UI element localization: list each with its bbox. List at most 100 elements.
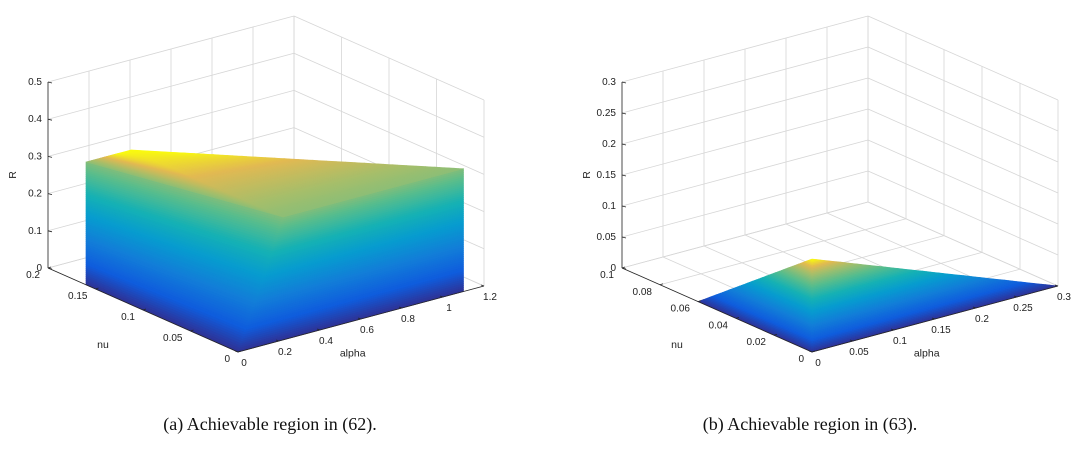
chart-a-z-tick-label: 0 xyxy=(36,263,42,274)
chart-b-z-tick-label: 0.05 xyxy=(597,232,617,243)
chart-a-x-tick xyxy=(234,350,239,353)
chart-a-x-tick xyxy=(357,317,362,320)
chart-b-y-tick-label: 0.1 xyxy=(600,270,614,281)
chart-b-z-axis-label: R xyxy=(581,171,593,179)
chart-b-y-tick-label: 0.02 xyxy=(747,337,767,348)
chart-b-gridline xyxy=(867,201,1059,287)
chart-b-x-tick-label: 0.25 xyxy=(1013,303,1033,314)
chart-a-x-tick xyxy=(316,328,321,331)
chart-a-gridline xyxy=(293,52,485,138)
chart-b-z-tick xyxy=(621,174,627,177)
chart-b-x-tick xyxy=(849,339,854,342)
chart-b-y-tick xyxy=(811,350,816,353)
chart-a-y-tick xyxy=(190,329,194,332)
chart-b-gridline xyxy=(867,170,1059,256)
chart-b-y-tick xyxy=(735,317,740,319)
chart-a-x-tick xyxy=(275,339,280,342)
chart-b-x-tick-label: 0.15 xyxy=(931,325,951,336)
chart-b-y-tick-label: 0.08 xyxy=(633,287,653,298)
chart-b-x-tick-label: 0 xyxy=(815,358,821,369)
chart-a-y-tick-label: 0.2 xyxy=(26,270,40,281)
chart-a-z-tick-label: 0.1 xyxy=(28,226,42,237)
chart-a-x-tick xyxy=(439,295,444,298)
chart-b-gridline xyxy=(621,139,869,207)
chart-a-x-tick-label: 0 xyxy=(241,358,247,369)
chart-b-z-tick xyxy=(621,205,627,208)
chart-b-z-tick-label: 0.15 xyxy=(597,170,617,181)
chart-a-x-tick-label: 0.6 xyxy=(360,325,374,336)
chart-a-z-tick-label: 0.4 xyxy=(28,114,42,125)
chart-b-z-tick xyxy=(621,267,627,270)
chart-a-z-tick xyxy=(47,118,53,121)
chart-a-z-axis-label: R xyxy=(7,171,19,179)
chart-a-gridline xyxy=(293,90,485,175)
chart-b-z-tick xyxy=(621,236,627,239)
chart-b-z-tick-label: 0.25 xyxy=(597,108,617,119)
chart-a-gridline xyxy=(293,15,485,101)
chart-a-x-tick-label: 1.2 xyxy=(483,292,497,303)
chart-b-x-tick xyxy=(1013,295,1018,298)
chart-b-gridline xyxy=(867,77,1059,163)
chart-b-surface xyxy=(697,258,1059,353)
caption-a: (a) Achievable region in (62). xyxy=(163,414,377,434)
chart-b-x-axis-label: alpha xyxy=(914,347,940,359)
chart-b-x-tick xyxy=(890,328,895,331)
chart-a-gridline xyxy=(47,52,295,120)
chart-b-y-tick xyxy=(697,300,702,302)
chart-b-gridline xyxy=(659,218,907,286)
chart-b-gridline xyxy=(621,170,869,238)
chart-b-3d-surface: 0 0.05 0.1 0.15 0.2 0.25 0.3 0 0.02 0.04 0.06 0.08 0… xyxy=(581,15,1071,369)
chart-a-z-tick-label: 0.3 xyxy=(28,151,42,162)
chart-b-x-tick xyxy=(1054,284,1059,287)
chart-b-z-tick xyxy=(621,81,627,84)
chart-b-y-tick-label: 0 xyxy=(798,354,804,365)
chart-a-z-tick xyxy=(47,267,53,270)
chart-a-x-tick-label: 0.4 xyxy=(319,336,333,347)
chart-a-x-tick-label: 0.2 xyxy=(278,347,292,358)
chart-a-y-axis-label: nu xyxy=(97,339,109,351)
chart-a-x-tick xyxy=(398,306,403,309)
chart-a-z-tick-label: 0.2 xyxy=(28,189,42,200)
chart-a-z-tick xyxy=(47,230,53,233)
chart-b-y-tick xyxy=(659,283,664,286)
chart-b-x-tick-label: 0.3 xyxy=(1057,292,1071,303)
chart-b-axes xyxy=(621,81,1059,353)
chart-panel-a: 0 0.2 0.4 0.6 0.8 1 1.2 0 0.05 0.1 0.15 0.2 0 0.1 0.2 0… xyxy=(7,15,497,434)
chart-b-gridline xyxy=(621,201,869,269)
chart-a-y-tick xyxy=(237,350,242,353)
chart-panel-b: 0 0.05 0.1 0.15 0.2 0.25 0.3 0 0.02 0.04 0.06 0.08 0… xyxy=(540,0,1080,456)
chart-a-z-tick-label: 0.5 xyxy=(28,77,42,88)
chart-b-gridline xyxy=(867,139,1059,225)
chart-b-x-tick-label: 0.05 xyxy=(849,347,869,358)
chart-b-z-tick-label: 0 xyxy=(610,263,616,274)
chart-b-gridline xyxy=(867,108,1059,194)
chart-b-x-tick xyxy=(931,317,936,320)
chart-b-x-tick xyxy=(972,306,977,309)
chart-b-y-tick-label: 0.04 xyxy=(709,320,729,331)
chart-b-z-tick xyxy=(621,143,627,146)
caption-b: (b) Achievable region in (63). xyxy=(702,414,918,434)
chart-b-x-tick xyxy=(808,350,813,353)
chart-b-surface-face xyxy=(809,258,817,261)
chart-a-axes xyxy=(47,81,485,353)
chart-a-surface-top xyxy=(116,149,186,154)
chart-a-y-tick-label: 0.05 xyxy=(163,333,183,344)
chart-a-z-tick xyxy=(47,156,53,158)
chart-b-z-tick-label: 0.2 xyxy=(602,139,616,150)
chart-b-x-tick-label: 0.2 xyxy=(975,314,989,325)
chart-b-z-tick-label: 0.3 xyxy=(602,77,616,88)
chart-a-y-tick-label: 0.15 xyxy=(68,291,88,302)
chart-a-gridline xyxy=(47,90,295,157)
chart-b-x-tick-label: 0.1 xyxy=(893,336,907,347)
chart-a-x-tick-label: 0.8 xyxy=(401,314,415,325)
chart-b-gridline xyxy=(867,46,1059,132)
chart-b-gridline xyxy=(621,108,869,176)
chart-b-y-tick-label: 0.06 xyxy=(671,304,691,315)
chart-b-gridline xyxy=(621,15,869,83)
chart-b-y-axis-line xyxy=(621,267,813,353)
chart-b-gridline xyxy=(867,15,1059,101)
chart-a-x-tick-label: 1 xyxy=(446,303,452,314)
chart-b-z-tick-label: 0.1 xyxy=(602,201,616,212)
chart-a-z-tick xyxy=(47,193,53,195)
chart-a-3d-surface: 00.20.40.60.811.200.050.10.150.200.10.20… xyxy=(7,15,497,369)
